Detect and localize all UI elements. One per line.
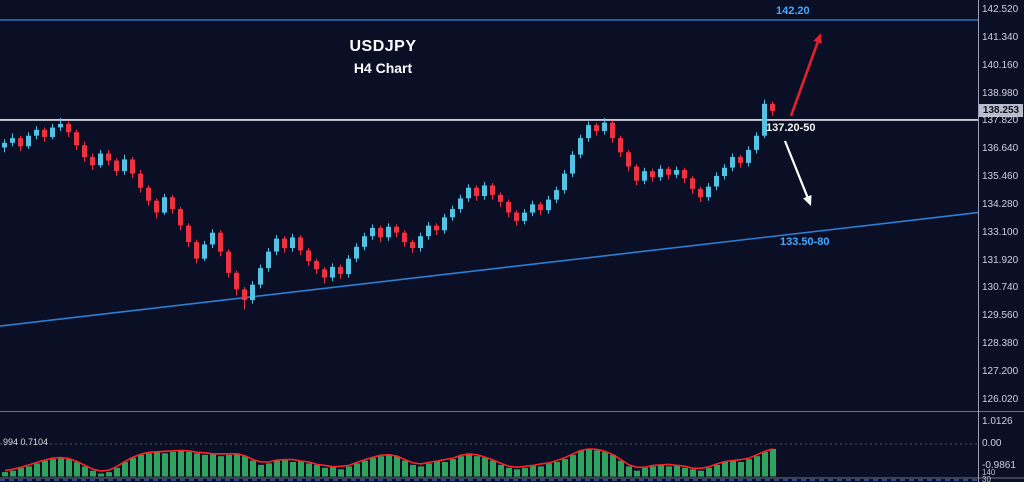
timeframe-title: H4 Chart (353, 60, 413, 76)
price-axis-label: 134.280 (982, 198, 1019, 210)
price-axis-label: 141.340 (982, 31, 1019, 43)
upper-resistance-label[interactable]: 142.20 (776, 5, 810, 17)
ascending-trendline (0, 211, 979, 327)
oscillator-caption: 994 0.7104 (3, 437, 49, 447)
price-axis-label: 0.00 (982, 438, 1002, 449)
breakout-zone-label[interactable]: 137.20-50 (766, 122, 816, 134)
price-axis-label: 126.020 (982, 394, 1019, 405)
price-axis-label: 1.0126 (982, 416, 1013, 427)
price-axis-label: 131.920 (982, 254, 1019, 266)
price-axis-label: 127.200 (982, 366, 1019, 378)
price-axis-label: 128.380 (982, 338, 1019, 350)
price-axis-label: 140.160 (982, 59, 1019, 71)
price-axis-label: 30 (982, 475, 991, 482)
price-axis-label: 138.980 (982, 87, 1019, 99)
bearish-alternative-arrow-head (803, 195, 812, 206)
trendline-support-label[interactable]: 133.50-80 (780, 236, 830, 248)
price-axis-label: 130.740 (982, 282, 1019, 294)
price-axis-label: 129.560 (982, 310, 1019, 322)
current-price-tag: 138.253 (979, 104, 1023, 118)
oscillator-histogram (2, 448, 776, 477)
chart-title: USDJPY H4 Chart (298, 38, 468, 76)
bullish-projection-arrow-head (813, 33, 822, 44)
price-axis-label: 142.520 (982, 4, 1019, 15)
bearish-alternative-arrow (783, 140, 809, 198)
price-axis[interactable]: 138.253 142.520 141.340 140.160 138.980 137.… (978, 0, 1024, 482)
price-axis-label: 135.460 (982, 170, 1019, 182)
price-axis-label: 140 (982, 468, 996, 477)
current-price-value: 138.253 (982, 105, 1020, 117)
price-axis-label: -0.9861 (982, 460, 1016, 471)
price-axis-label: 136.640 (982, 143, 1019, 154)
bullish-projection-arrow (789, 41, 819, 117)
candlesticks (2, 99, 775, 310)
oscillator-signal-line (4, 448, 774, 472)
symbol-title: USDJPY (349, 38, 417, 55)
price-axis-label: 137.820 (982, 115, 1019, 127)
price-axis-label: 133.100 (982, 226, 1019, 238)
